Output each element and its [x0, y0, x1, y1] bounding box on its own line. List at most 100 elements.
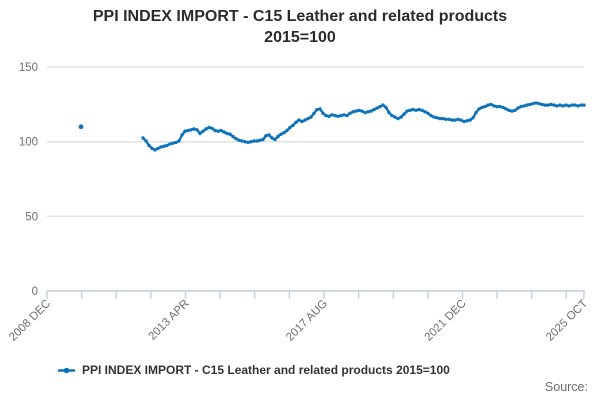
- data-point: [249, 140, 253, 144]
- data-point: [537, 101, 541, 106]
- data-point: [234, 137, 238, 141]
- data-point: [378, 104, 382, 109]
- legend-item[interactable]: PPI INDEX IMPORT - C15 Leather and relat…: [58, 363, 450, 377]
- data-point: [156, 146, 160, 151]
- data-point: [564, 103, 568, 107]
- data-point: [279, 132, 283, 136]
- data-point: [558, 103, 562, 107]
- data-point: [207, 125, 211, 130]
- data-point: [144, 139, 148, 143]
- data-point: [507, 108, 511, 113]
- data-point: [504, 107, 508, 111]
- data-point: [231, 134, 235, 139]
- data-point: [141, 136, 145, 140]
- data-point: [495, 104, 499, 109]
- y-tick-label: 50: [25, 211, 38, 223]
- data-point: [339, 113, 343, 118]
- x-tick-label: 2021 DEC: [423, 298, 469, 344]
- title-block: PPI INDEX IMPORT - C15 Leather and relat…: [0, 6, 600, 48]
- data-point: [306, 116, 310, 121]
- data-point: [552, 103, 556, 107]
- data-point: [498, 104, 502, 109]
- data-point: [480, 105, 484, 110]
- data-point: [435, 116, 439, 120]
- data-point: [555, 104, 559, 108]
- data-point: [291, 123, 295, 128]
- data-point: [531, 101, 535, 106]
- data-point: [423, 110, 427, 114]
- data-point: [315, 107, 319, 112]
- data-point: [240, 139, 244, 143]
- data-point: [210, 126, 214, 130]
- data-point: [204, 127, 208, 131]
- data-point: [189, 128, 193, 132]
- data-point: [501, 105, 505, 110]
- data-point: [147, 143, 151, 148]
- data-point: [477, 107, 481, 111]
- data-point: [525, 103, 529, 107]
- data-point: [534, 101, 538, 105]
- data-point: [417, 107, 421, 112]
- data-point: [381, 103, 385, 107]
- data-point: [195, 128, 199, 132]
- data-point: [540, 102, 544, 107]
- x-tick-label: 2017 AUG: [284, 298, 330, 344]
- data-point: [255, 139, 259, 143]
- y-tick-label: 0: [32, 286, 38, 298]
- data-point: [510, 109, 514, 113]
- data-point: [438, 116, 442, 121]
- data-point: [150, 146, 154, 151]
- data-point: [561, 104, 565, 108]
- data-point: [282, 131, 286, 135]
- data-point: [288, 125, 292, 130]
- data-point: [171, 141, 175, 145]
- legend-line-marker-icon: [58, 367, 75, 373]
- data-point: [342, 113, 346, 117]
- data-point: [183, 129, 187, 133]
- data-point: [153, 148, 157, 152]
- data-point: [522, 104, 526, 108]
- data-point: [168, 142, 172, 146]
- data-point: [270, 136, 274, 140]
- data-point: [201, 129, 205, 133]
- chart-subtitle: 2015=100: [264, 29, 336, 46]
- data-point: [543, 103, 547, 107]
- source-note: Source:: [544, 380, 588, 394]
- data-point: [408, 108, 412, 113]
- data-point: [366, 110, 370, 114]
- data-point: [546, 103, 550, 107]
- data-point: [258, 138, 262, 142]
- data-point: [420, 108, 424, 113]
- data-point: [318, 107, 322, 111]
- data-point: [213, 128, 217, 133]
- data-point: [405, 109, 409, 113]
- x-tick-label: 2013 APR: [147, 298, 192, 343]
- data-point: [576, 104, 580, 108]
- isolated-data-point: [78, 124, 84, 130]
- data-point: [300, 119, 304, 124]
- data-point: [384, 105, 388, 110]
- x-tick-label: 2025 OCT: [544, 298, 590, 344]
- data-point: [243, 140, 247, 144]
- data-point: [276, 134, 280, 139]
- data-point: [471, 116, 475, 120]
- data-point: [363, 110, 367, 115]
- data-point: [345, 113, 349, 118]
- data-point: [573, 103, 577, 107]
- data-point: [444, 117, 448, 122]
- data-point: [246, 140, 250, 145]
- x-tick-label: 2008 DEC: [7, 298, 53, 344]
- data-point: [312, 111, 316, 116]
- data-point: [351, 110, 355, 114]
- data-point: [411, 107, 415, 112]
- data-point: [426, 111, 430, 116]
- data-point: [441, 116, 445, 121]
- chart-title: PPI INDEX IMPORT - C15 Leather and relat…: [92, 8, 508, 25]
- data-point: [579, 103, 583, 107]
- data-point: [375, 106, 379, 110]
- data-point: [432, 115, 436, 119]
- data-point: [237, 138, 241, 142]
- data-point: [252, 139, 256, 143]
- data-point: [285, 128, 289, 133]
